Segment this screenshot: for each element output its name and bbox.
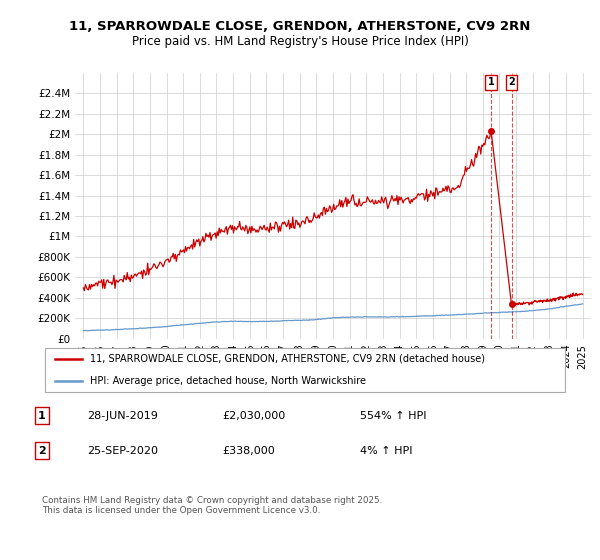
Text: 4% ↑ HPI: 4% ↑ HPI xyxy=(360,446,413,456)
Text: Price paid vs. HM Land Registry's House Price Index (HPI): Price paid vs. HM Land Registry's House … xyxy=(131,35,469,48)
FancyBboxPatch shape xyxy=(44,348,565,393)
Text: 28-JUN-2019: 28-JUN-2019 xyxy=(87,410,158,421)
Text: 1: 1 xyxy=(38,410,46,421)
Text: 2: 2 xyxy=(38,446,46,456)
Text: 1: 1 xyxy=(488,77,494,87)
Text: £338,000: £338,000 xyxy=(222,446,275,456)
Text: Contains HM Land Registry data © Crown copyright and database right 2025.
This d: Contains HM Land Registry data © Crown c… xyxy=(42,496,382,515)
Text: HPI: Average price, detached house, North Warwickshire: HPI: Average price, detached house, Nort… xyxy=(89,376,365,386)
Text: 11, SPARROWDALE CLOSE, GRENDON, ATHERSTONE, CV9 2RN (detached house): 11, SPARROWDALE CLOSE, GRENDON, ATHERSTO… xyxy=(89,354,485,364)
Text: 554% ↑ HPI: 554% ↑ HPI xyxy=(360,410,427,421)
Text: 2: 2 xyxy=(508,77,515,87)
Text: 11, SPARROWDALE CLOSE, GRENDON, ATHERSTONE, CV9 2RN: 11, SPARROWDALE CLOSE, GRENDON, ATHERSTO… xyxy=(70,20,530,34)
Text: 25-SEP-2020: 25-SEP-2020 xyxy=(87,446,158,456)
Text: £2,030,000: £2,030,000 xyxy=(222,410,285,421)
